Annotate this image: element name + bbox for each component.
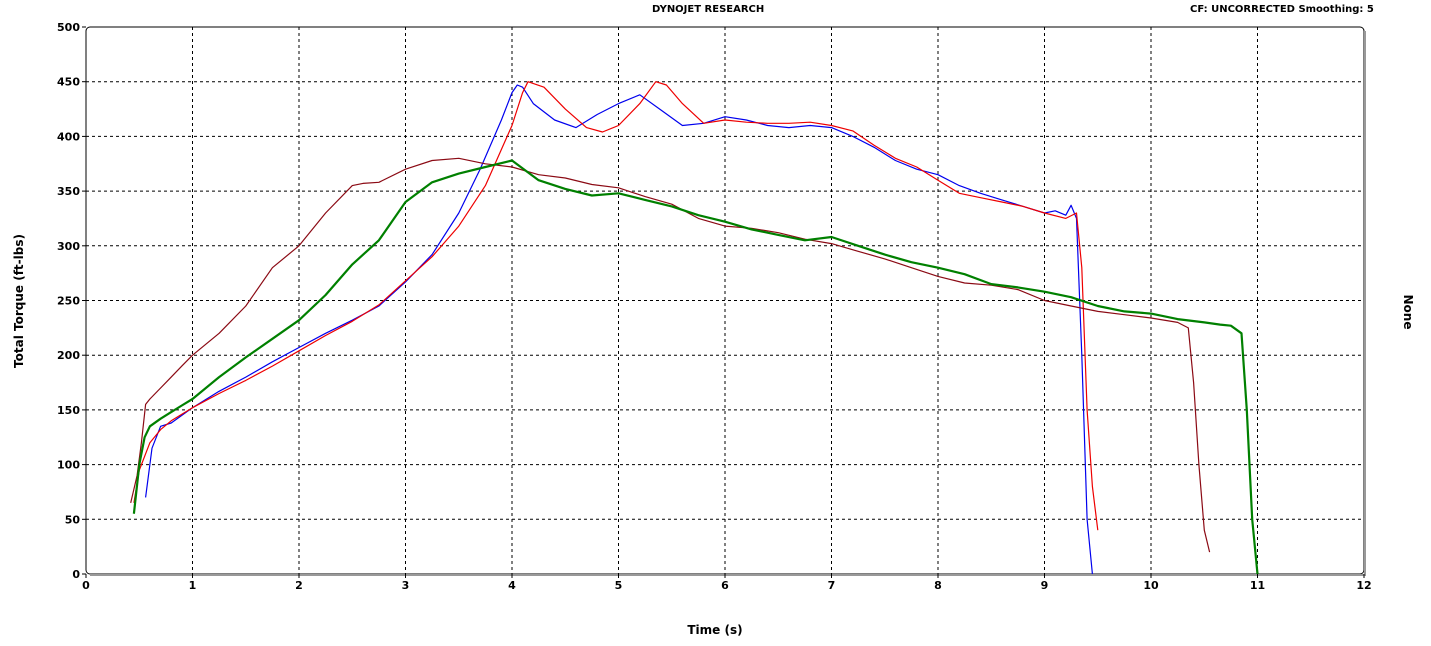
x-tick-label: 10	[1143, 579, 1159, 592]
x-tick-label: 7	[828, 579, 836, 592]
right-axis-label: None	[1401, 295, 1415, 330]
y-axis-label: Total Torque (ft-lbs)	[12, 234, 26, 368]
x-tick-label: 6	[721, 579, 729, 592]
correction-factor-label: CF: UNCORRECTED Smoothing: 5	[1190, 4, 1374, 15]
y-tick-label: 300	[57, 240, 80, 253]
y-tick-label: 250	[57, 295, 80, 308]
x-tick-label: 3	[402, 579, 410, 592]
x-axis-label: Time (s)	[687, 623, 742, 637]
x-tick-label: 5	[615, 579, 623, 592]
x-tick-label: 4	[508, 579, 516, 592]
y-tick-label: 50	[65, 513, 81, 526]
x-tick-label: 2	[295, 579, 303, 592]
x-tick-label: 11	[1250, 579, 1265, 592]
series-line-1	[145, 84, 1093, 575]
plot-shadow-bottom	[90, 574, 1366, 576]
series-line-3	[130, 157, 1211, 553]
x-tick-label: 8	[934, 579, 942, 592]
y-tick-label: 0	[72, 568, 80, 581]
series-line-4	[132, 159, 1259, 575]
x-tick-label: 12	[1356, 579, 1371, 592]
y-tick-label: 350	[57, 185, 80, 198]
series-line-2	[133, 81, 1099, 531]
y-tick-label: 500	[57, 21, 80, 34]
plot-shadow-right	[1364, 31, 1366, 576]
y-tick-label: 400	[57, 130, 80, 143]
y-tick-label: 450	[57, 76, 80, 89]
x-tick-label: 1	[189, 579, 197, 592]
x-tick-label: 0	[82, 579, 90, 592]
y-tick-label: 150	[57, 404, 80, 417]
y-tick-label: 200	[57, 349, 80, 362]
x-tick-label: 9	[1041, 579, 1049, 592]
y-tick-label: 100	[57, 459, 80, 472]
chart-title: DYNOJET RESEARCH	[652, 4, 765, 15]
